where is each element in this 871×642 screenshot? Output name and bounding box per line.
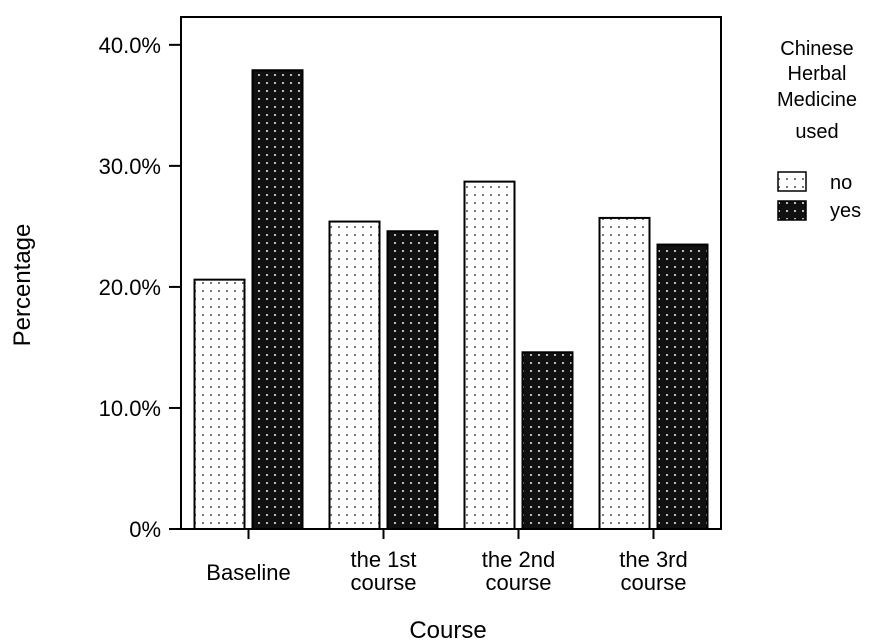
legend-title-line-3: Medicine (777, 89, 857, 111)
bar-no (328, 220, 381, 530)
bars (193, 69, 709, 531)
legend-title-line-2: Herbal (788, 63, 847, 85)
legend-title-line-1: Chinese (780, 38, 853, 60)
y-tick-label: 30.0% (99, 154, 161, 179)
legend-label-yes: yes (830, 200, 861, 222)
bar-yes (656, 243, 709, 531)
x-axis-title: Course (409, 617, 486, 642)
x-tick-label: the 2nd course (482, 547, 555, 595)
x-tick-label: the 3rd course (619, 547, 688, 595)
y-axis: 0% 10.0% 20.0% 30.0% 40.0% (99, 33, 181, 542)
bar-yes (386, 230, 439, 530)
bar-yes (521, 351, 574, 530)
legend-swatch-yes (777, 200, 807, 221)
y-tick-label: 20.0% (99, 275, 161, 300)
y-tick-label: 10.0% (99, 396, 161, 421)
plot-frame (180, 16, 722, 530)
legend: Chinese Herbal Medicine used no yes (777, 38, 861, 222)
y-axis-title: Percentage (9, 224, 36, 347)
legend-title-line-4: used (795, 121, 838, 143)
y-tick-label: 0% (129, 517, 161, 542)
legend-swatch-no (777, 171, 807, 192)
legend-label-no: no (830, 172, 852, 194)
x-tick-label: Baseline (206, 560, 290, 585)
bar-no (193, 278, 246, 530)
bar-no (598, 216, 651, 530)
bar-yes (251, 69, 304, 530)
x-tick-label: the 1st course (350, 547, 416, 595)
bar-no (463, 180, 516, 530)
y-tick-label: 40.0% (99, 33, 161, 58)
x-axis: Baseline the 1st course the 2nd course the 3r… (206, 529, 688, 595)
